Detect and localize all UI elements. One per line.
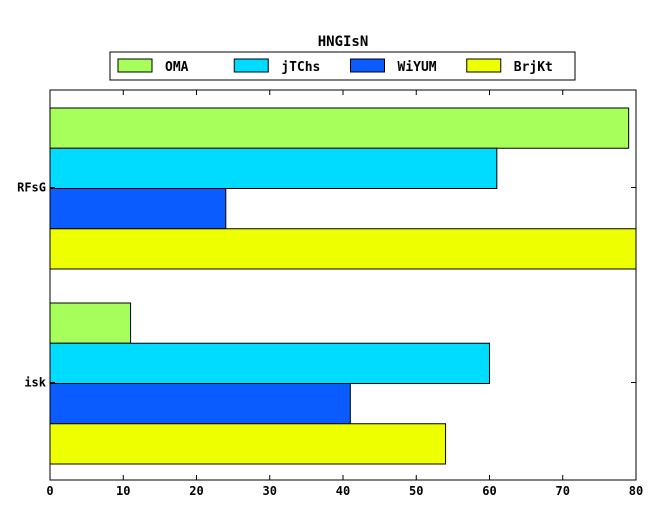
legend-swatch-BrjKt <box>466 58 502 73</box>
x-tick-label: 20 <box>189 484 203 498</box>
bar-BrjKt-isk <box>49 423 447 465</box>
x-tick-label: 30 <box>263 484 277 498</box>
legend-label-BrjKt: BrjKt <box>514 60 553 75</box>
bar-jTChs-RFsG <box>49 147 498 189</box>
chart-title: HNGIsN <box>318 34 369 50</box>
legend-swatch-WiYUM <box>350 58 385 73</box>
y-tick-label: RFsG <box>17 181 46 195</box>
x-tick-label: 0 <box>46 484 53 498</box>
x-tick-label: 40 <box>336 484 350 498</box>
legend-swatch-jTChs <box>233 58 269 73</box>
x-tick-label: 80 <box>629 484 643 498</box>
bar-OMA-RFsG <box>49 107 630 149</box>
bar-BrjKt-RFsG <box>49 228 637 270</box>
legend: OMA jTChs WiYUM BrjKt <box>109 51 576 81</box>
legend-label-WiYUM: WiYUM <box>398 60 437 75</box>
bar-OMA-isk <box>49 302 132 344</box>
legend-label-jTChs: jTChs <box>281 60 320 75</box>
x-tick-label: 60 <box>482 484 496 498</box>
x-tick-label: 50 <box>409 484 423 498</box>
y-tick-label: isk <box>24 376 46 390</box>
axes: 0 10 20 30 40 50 60 70 80 RFsG isk <box>17 89 643 498</box>
bars <box>49 107 637 465</box>
bar-jTChs-isk <box>49 342 490 384</box>
bar-WiYUM-isk <box>49 383 351 425</box>
legend-label-OMA: OMA <box>165 60 189 75</box>
x-tick-label: 70 <box>556 484 570 498</box>
x-tick-label: 10 <box>116 484 130 498</box>
bar-WiYUM-RFsG <box>49 188 227 230</box>
legend-swatch-OMA <box>117 58 153 73</box>
